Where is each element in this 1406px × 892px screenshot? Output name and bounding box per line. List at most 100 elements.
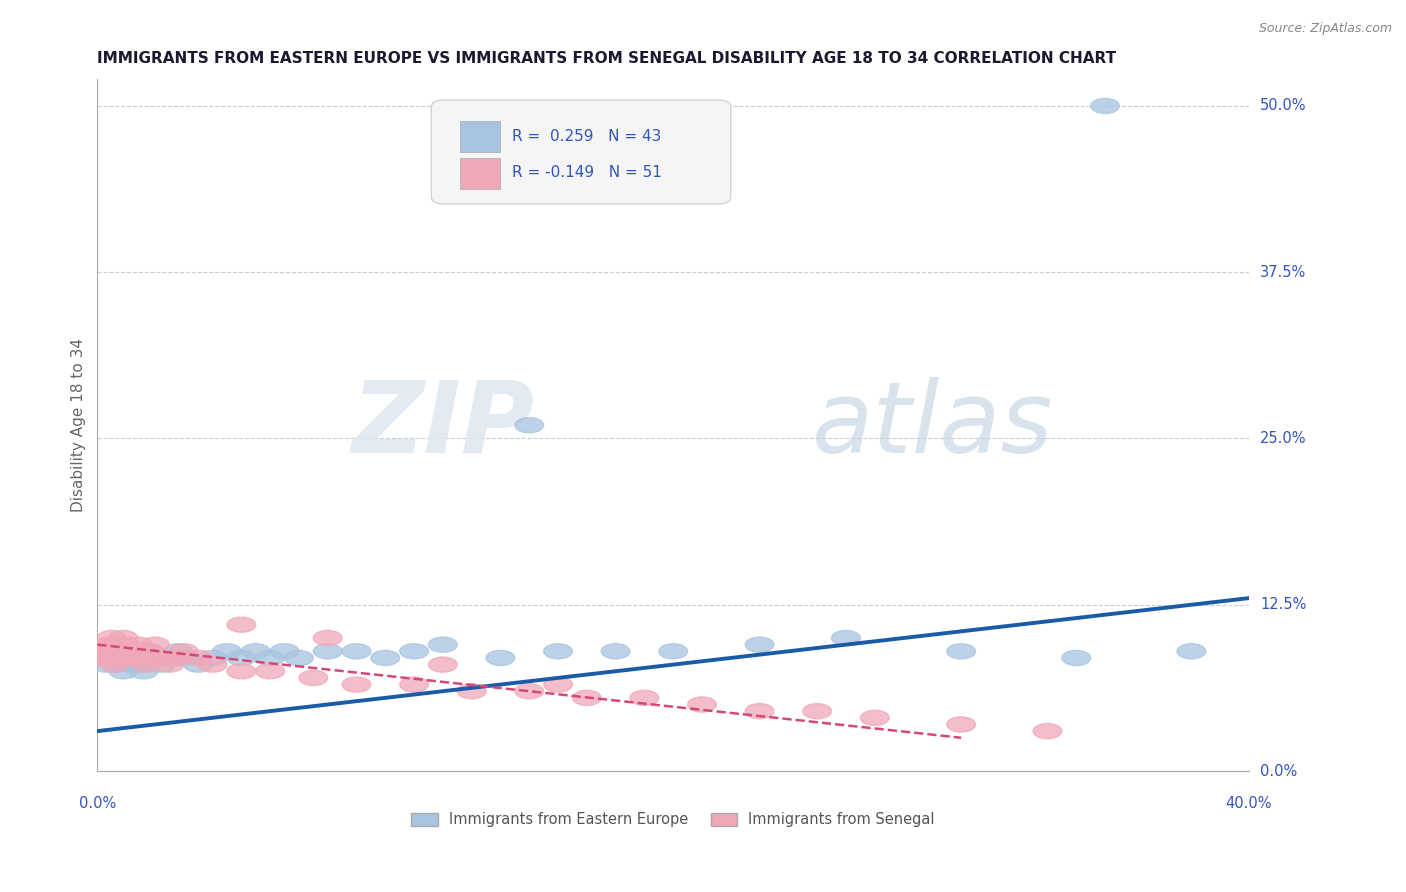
- Ellipse shape: [457, 683, 486, 698]
- Ellipse shape: [121, 644, 149, 659]
- Ellipse shape: [97, 650, 127, 665]
- Ellipse shape: [100, 644, 129, 659]
- Ellipse shape: [146, 657, 176, 673]
- Ellipse shape: [399, 644, 429, 659]
- Ellipse shape: [103, 650, 132, 665]
- Ellipse shape: [124, 637, 152, 652]
- Ellipse shape: [314, 644, 342, 659]
- Ellipse shape: [515, 683, 544, 698]
- Ellipse shape: [155, 657, 184, 673]
- Ellipse shape: [602, 644, 630, 659]
- Ellipse shape: [486, 650, 515, 665]
- Ellipse shape: [135, 644, 163, 659]
- Text: 25.0%: 25.0%: [1260, 431, 1306, 446]
- Ellipse shape: [429, 657, 457, 673]
- Ellipse shape: [515, 417, 544, 433]
- Ellipse shape: [97, 631, 127, 646]
- Ellipse shape: [299, 670, 328, 686]
- FancyBboxPatch shape: [460, 158, 501, 188]
- Ellipse shape: [256, 650, 284, 665]
- Ellipse shape: [105, 650, 135, 665]
- Ellipse shape: [242, 644, 270, 659]
- Ellipse shape: [105, 637, 135, 652]
- Ellipse shape: [803, 704, 831, 719]
- Ellipse shape: [226, 617, 256, 632]
- Ellipse shape: [146, 650, 176, 665]
- Ellipse shape: [132, 657, 160, 673]
- Ellipse shape: [342, 677, 371, 692]
- Ellipse shape: [108, 664, 138, 679]
- Ellipse shape: [89, 650, 118, 665]
- Ellipse shape: [94, 650, 124, 665]
- Ellipse shape: [94, 637, 124, 652]
- Ellipse shape: [141, 637, 169, 652]
- Ellipse shape: [184, 657, 212, 673]
- Ellipse shape: [1177, 644, 1206, 659]
- Ellipse shape: [256, 664, 284, 679]
- Ellipse shape: [212, 644, 242, 659]
- Ellipse shape: [226, 650, 256, 665]
- Y-axis label: Disability Age 18 to 34: Disability Age 18 to 34: [72, 338, 86, 512]
- FancyBboxPatch shape: [460, 120, 501, 152]
- Ellipse shape: [103, 657, 132, 673]
- Text: IMMIGRANTS FROM EASTERN EUROPE VS IMMIGRANTS FROM SENEGAL DISABILITY AGE 18 TO 3: IMMIGRANTS FROM EASTERN EUROPE VS IMMIGR…: [97, 51, 1116, 66]
- Ellipse shape: [103, 644, 132, 659]
- Ellipse shape: [118, 650, 146, 665]
- Legend: Immigrants from Eastern Europe, Immigrants from Senegal: Immigrants from Eastern Europe, Immigran…: [405, 806, 941, 833]
- Ellipse shape: [1062, 650, 1091, 665]
- Ellipse shape: [141, 650, 169, 665]
- Ellipse shape: [270, 644, 299, 659]
- Ellipse shape: [831, 631, 860, 646]
- Ellipse shape: [399, 677, 429, 692]
- Ellipse shape: [342, 644, 371, 659]
- Ellipse shape: [135, 644, 163, 659]
- Text: 12.5%: 12.5%: [1260, 598, 1306, 612]
- Ellipse shape: [630, 690, 659, 706]
- Ellipse shape: [688, 697, 717, 712]
- Ellipse shape: [169, 644, 198, 659]
- Ellipse shape: [105, 650, 135, 665]
- Ellipse shape: [91, 657, 121, 673]
- Ellipse shape: [1091, 98, 1119, 113]
- Ellipse shape: [860, 710, 889, 725]
- Ellipse shape: [111, 650, 141, 665]
- Ellipse shape: [129, 664, 157, 679]
- Text: atlas: atlas: [811, 376, 1053, 474]
- Ellipse shape: [745, 637, 773, 652]
- Ellipse shape: [1033, 723, 1062, 739]
- Ellipse shape: [169, 650, 198, 665]
- Ellipse shape: [129, 644, 157, 659]
- Ellipse shape: [132, 657, 160, 673]
- Ellipse shape: [659, 644, 688, 659]
- Ellipse shape: [100, 637, 129, 652]
- Ellipse shape: [544, 677, 572, 692]
- Ellipse shape: [97, 637, 127, 652]
- Ellipse shape: [127, 650, 155, 665]
- Text: R =  0.259   N = 43: R = 0.259 N = 43: [512, 128, 661, 144]
- Ellipse shape: [108, 644, 138, 659]
- Ellipse shape: [163, 644, 193, 659]
- Ellipse shape: [111, 644, 141, 659]
- Text: 0.0%: 0.0%: [1260, 764, 1298, 779]
- Ellipse shape: [138, 650, 166, 665]
- Ellipse shape: [108, 631, 138, 646]
- Ellipse shape: [198, 657, 226, 673]
- Ellipse shape: [184, 650, 212, 665]
- Ellipse shape: [155, 650, 184, 665]
- Ellipse shape: [314, 631, 342, 646]
- Ellipse shape: [745, 704, 773, 719]
- Text: R = -0.149   N = 51: R = -0.149 N = 51: [512, 165, 662, 180]
- Ellipse shape: [544, 644, 572, 659]
- Ellipse shape: [100, 657, 129, 673]
- Text: 0.0%: 0.0%: [79, 796, 115, 811]
- Ellipse shape: [115, 644, 143, 659]
- Ellipse shape: [946, 717, 976, 732]
- Text: Source: ZipAtlas.com: Source: ZipAtlas.com: [1258, 22, 1392, 36]
- Ellipse shape: [115, 657, 143, 673]
- Ellipse shape: [429, 637, 457, 652]
- Ellipse shape: [127, 650, 155, 665]
- Ellipse shape: [572, 690, 602, 706]
- Ellipse shape: [121, 644, 149, 659]
- Ellipse shape: [284, 650, 314, 665]
- Ellipse shape: [118, 650, 146, 665]
